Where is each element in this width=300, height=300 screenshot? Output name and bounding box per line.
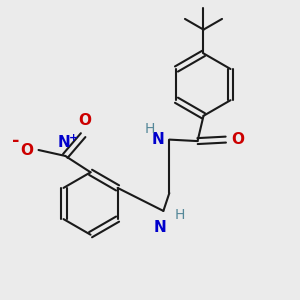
Text: H: H — [145, 122, 155, 136]
Text: O: O — [20, 142, 33, 158]
Text: O: O — [78, 113, 91, 128]
Text: O: O — [231, 132, 244, 147]
Text: -: - — [13, 132, 20, 150]
Text: N: N — [154, 220, 167, 235]
Text: +: + — [69, 134, 78, 143]
Text: N: N — [151, 132, 164, 147]
Text: N: N — [57, 135, 70, 150]
Text: H: H — [175, 208, 185, 222]
